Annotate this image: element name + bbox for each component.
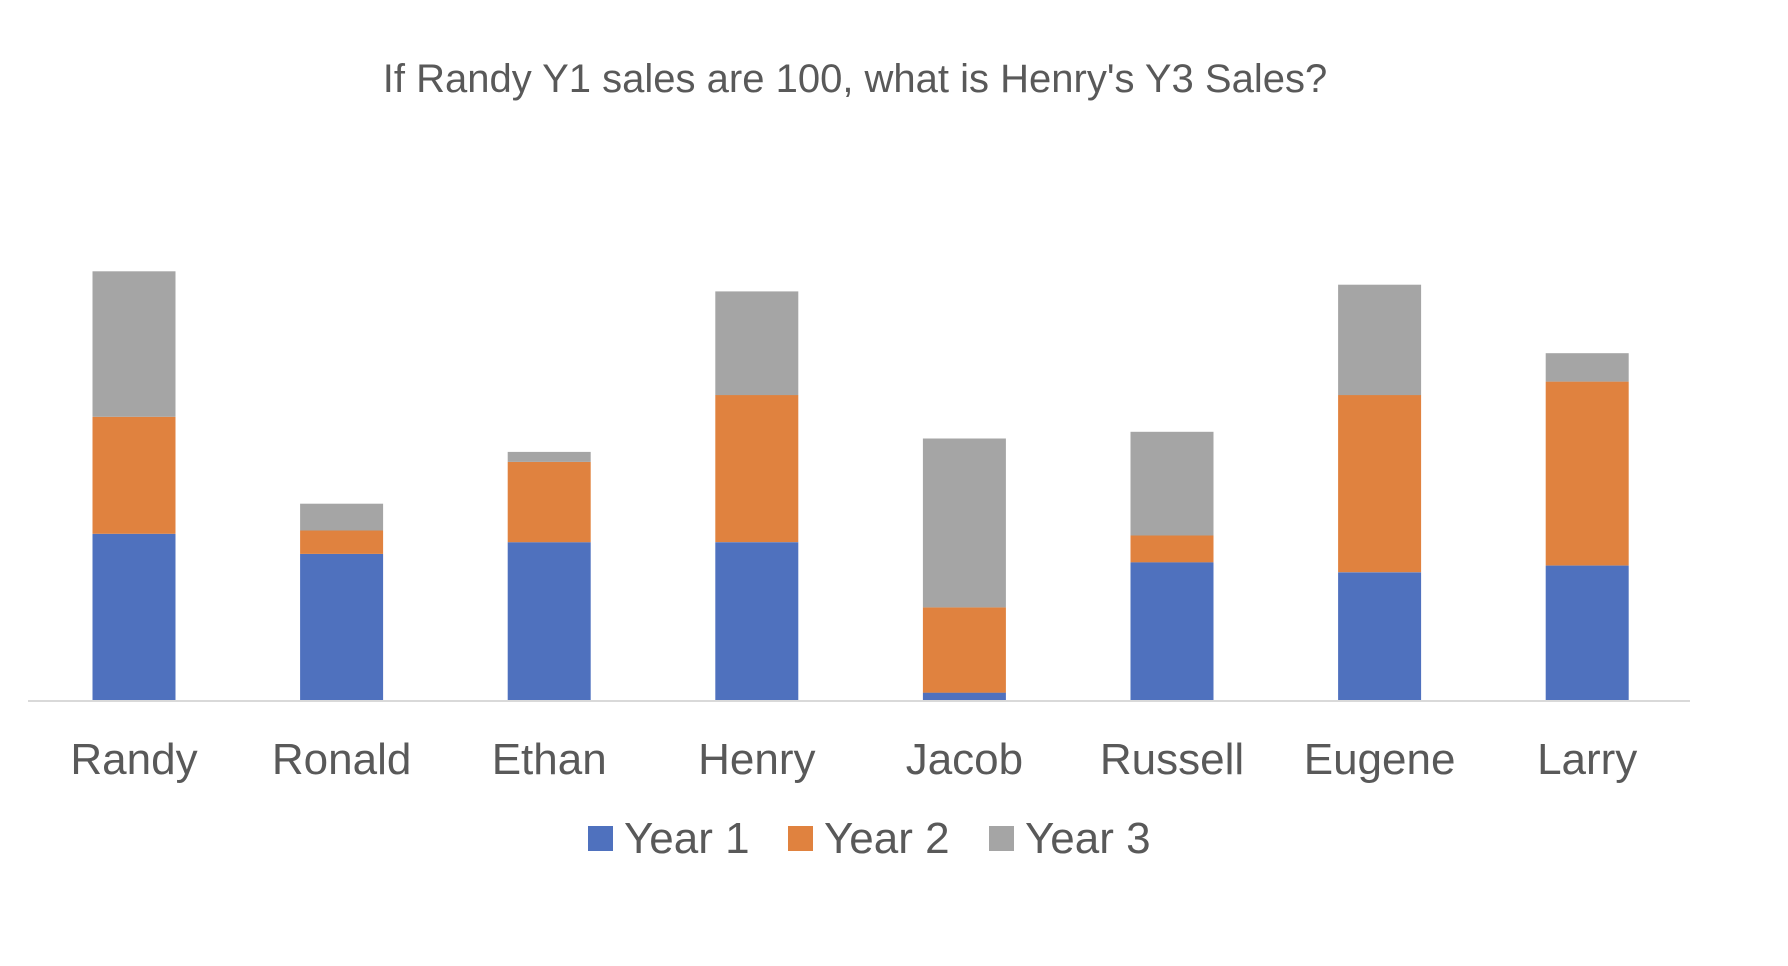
bar-russell-year-1 (1130, 562, 1214, 701)
x-tick-label-henry: Henry (698, 735, 815, 784)
x-tick-label-russell: Russell (1100, 735, 1244, 784)
bar-henry-year-1 (715, 542, 799, 701)
bar-henry-year-3 (715, 291, 799, 396)
bar-larry-year-1 (1545, 565, 1629, 701)
bar-randy-year-1 (92, 533, 176, 701)
bar-randy-year-2 (92, 416, 176, 534)
legend-item-year-2: Year 2 (788, 814, 950, 863)
bar-ethan-year-3 (507, 451, 591, 462)
legend-label-year-2: Year 2 (824, 814, 950, 863)
legend-item-year-1: Year 1 (588, 814, 750, 863)
legend-label-year-1: Year 1 (624, 814, 750, 863)
bar-randy-year-3 (92, 271, 176, 417)
legend-item-year-3: Year 3 (989, 814, 1151, 863)
legend-swatch-year-3 (989, 826, 1014, 851)
bar-eugene-year-3 (1338, 284, 1422, 396)
x-tick-label-randy: Randy (70, 735, 197, 784)
bar-larry-year-3 (1545, 353, 1629, 382)
bar-ronald-year-3 (300, 503, 384, 531)
bar-jacob-year-1 (922, 692, 1006, 701)
x-tick-label-ronald: Ronald (272, 735, 411, 784)
bar-ethan-year-1 (507, 542, 591, 701)
bar-jacob-year-2 (922, 607, 1006, 693)
legend-label-year-3: Year 3 (1025, 814, 1151, 863)
bar-henry-year-2 (715, 395, 799, 543)
x-tick-label-larry: Larry (1537, 735, 1637, 784)
x-tick-label-eugene: Eugene (1304, 735, 1456, 784)
bar-ethan-year-2 (507, 461, 591, 543)
bar-ronald-year-2 (300, 530, 384, 554)
bar-eugene-year-2 (1338, 395, 1422, 573)
x-tick-label-jacob: Jacob (906, 735, 1023, 784)
bar-ronald-year-1 (300, 553, 384, 701)
bar-russell-year-2 (1130, 535, 1214, 563)
bar-larry-year-2 (1545, 381, 1629, 566)
bar-eugene-year-1 (1338, 572, 1422, 701)
x-axis-tick-labels: Randy Ronald Ethan Henry Jacob Russell Eugene L… (70, 735, 1637, 784)
bar-russell-year-3 (1130, 431, 1214, 536)
bars-layer (92, 271, 1629, 701)
legend-swatch-year-1 (588, 826, 613, 851)
x-tick-label-ethan: Ethan (492, 735, 607, 784)
legend: Year 1 Year 2 Year 3 (588, 814, 1151, 863)
bar-jacob-year-3 (922, 438, 1006, 608)
legend-swatch-year-2 (788, 826, 813, 851)
chart-title: If Randy Y1 sales are 100, what is Henry… (383, 57, 1327, 101)
